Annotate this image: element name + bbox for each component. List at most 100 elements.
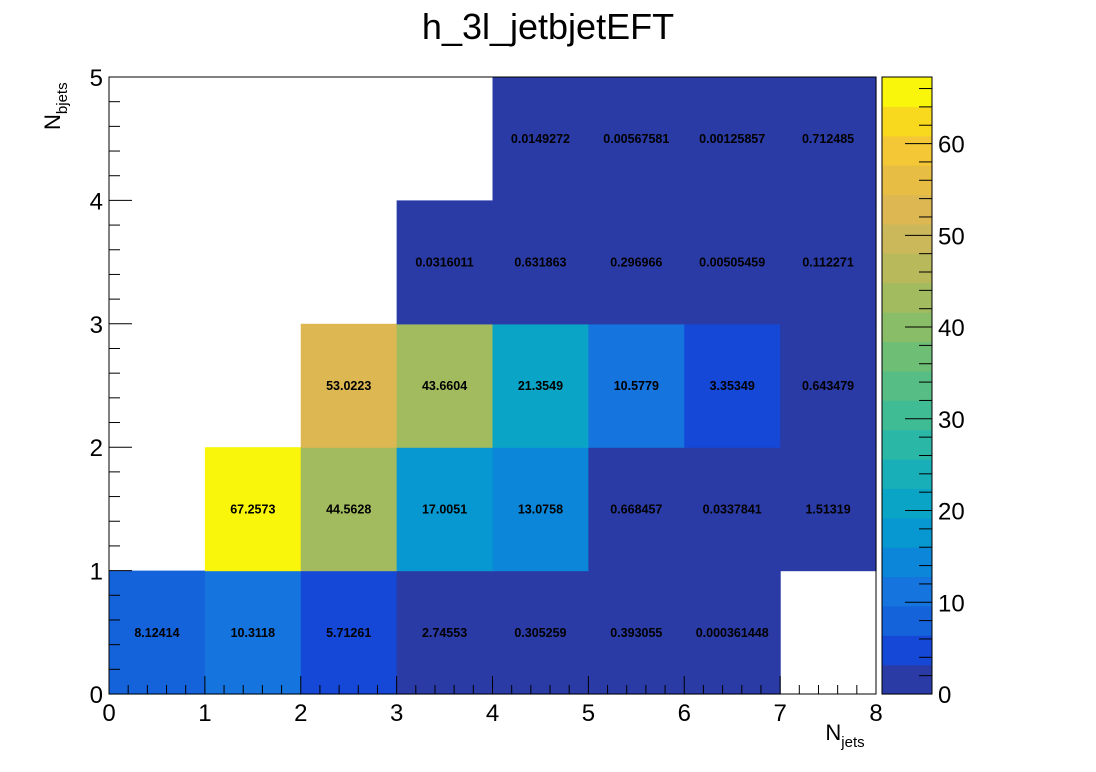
cell-value-label: 10.5779	[614, 379, 659, 393]
y-tick-label: 5	[90, 65, 103, 92]
heatmap-cell	[684, 447, 781, 572]
heatmap-cell	[300, 447, 398, 572]
heatmap-cells	[109, 77, 877, 695]
colorbar-frame	[881, 76, 933, 695]
heatmap-cell	[300, 323, 398, 448]
colorbar-tick-label: 50	[938, 223, 965, 250]
cell-value-label: 8.12414	[134, 626, 179, 640]
x-axis-label-sub: jets	[840, 734, 864, 751]
colorbar-segment	[882, 517, 932, 548]
colorbar-segment	[882, 77, 932, 107]
colorbar-tick-label: 30	[938, 407, 965, 434]
cell-value-label: 0.112271	[802, 256, 853, 270]
cell-value-label: 0.0337841	[703, 502, 762, 516]
heatmap-cell	[492, 570, 589, 695]
cell-value-label: 3.35349	[710, 379, 755, 393]
heatmap-cell	[588, 200, 685, 325]
cell-value-label: 0.668457	[610, 502, 662, 516]
heatmap-cell	[492, 77, 589, 201]
cell-value-label: 44.5628	[326, 502, 371, 516]
heatmap-cell	[684, 570, 781, 695]
heatmap-cell	[492, 323, 589, 448]
x-tick-label: 7	[773, 700, 786, 727]
cell-value-label: 13.0758	[518, 502, 563, 516]
colorbar-segment	[882, 282, 932, 313]
heatmap-cell	[492, 200, 589, 325]
cell-value-label: 0.631863	[514, 256, 566, 270]
colorbar-segment	[882, 576, 932, 607]
cell-value-labels: 8.12414 10.3118 5.71261 2.74553 0.305259 0.39…	[134, 132, 854, 640]
cell-value-label: 21.3549	[518, 379, 563, 393]
cell-value-label: 0.0316011	[415, 256, 473, 270]
heatmap-cell	[780, 77, 877, 201]
y-axis-label-sub: bjets	[54, 82, 71, 114]
colorbar-tick-label: 20	[938, 499, 965, 526]
cell-value-label: 0.00567581	[603, 132, 669, 146]
heatmap-cell	[780, 323, 877, 448]
heatmap-cell	[588, 447, 685, 572]
heatmap-cell	[684, 77, 781, 201]
colorbar-segment	[882, 341, 932, 372]
colorbar-segment	[882, 547, 932, 578]
x-tick-label: 3	[390, 700, 403, 727]
cell-value-label: 43.6604	[422, 379, 467, 393]
cell-value-label: 1.51319	[805, 502, 850, 516]
cell-value-label: 67.2573	[230, 502, 275, 516]
cell-value-label: 0.00125857	[699, 132, 765, 146]
x-tick-label: 2	[294, 700, 307, 727]
colorbar-segment	[882, 194, 932, 225]
chart-title: h_3l_jetbjetEFT	[421, 6, 675, 47]
heatmap-cell	[204, 447, 302, 572]
y-tick-label: 0	[90, 682, 103, 709]
heatmap-cell	[684, 323, 781, 448]
x-axis-label: Njets	[825, 720, 864, 751]
colorbar-segment	[882, 664, 932, 695]
cell-value-label: 0.712485	[802, 132, 854, 146]
axes: 0 1 2 3 4 5 6 7 8 0 1 2 3 4 5	[90, 65, 883, 727]
cell-value-label: 0.305259	[514, 626, 566, 640]
y-axis-label-main: N	[40, 114, 65, 130]
colorbar-segment	[882, 488, 932, 519]
colorbar-tick-label: 60	[938, 132, 965, 159]
colorbar-segment	[882, 370, 932, 401]
heatmap-cell	[396, 200, 494, 325]
x-tick-label: 4	[486, 700, 499, 727]
heatmap-cell	[109, 570, 206, 695]
cell-value-label: 0.0149272	[511, 132, 570, 146]
colorbar-segment	[882, 400, 932, 431]
colorbar-tick-label: 40	[938, 315, 965, 342]
x-tick-label: 8	[869, 700, 882, 727]
y-axis-label: Nbjets	[40, 82, 71, 130]
cell-value-label: 0.393055	[610, 626, 662, 640]
color-scale-bar: 0 10 20 30 40 50 60	[881, 76, 965, 709]
heatmap-cell	[300, 570, 398, 695]
cell-value-label: 0.000361448	[696, 626, 769, 640]
heatmap-cell	[396, 570, 494, 695]
colorbar-segment	[882, 429, 932, 460]
y-tick-label: 2	[90, 435, 103, 462]
colorbar-segment	[882, 135, 932, 166]
heatmap-cell	[780, 200, 877, 325]
colorbar-segment	[882, 253, 932, 284]
heatmap-cell	[588, 570, 685, 695]
heatmap-cell	[396, 447, 494, 572]
colorbar-segment	[882, 106, 932, 137]
cell-value-label: 10.3118	[231, 626, 276, 640]
cell-value-label: 17.0051	[422, 502, 467, 516]
heatmap-cell	[588, 77, 685, 201]
cell-value-label: 53.0223	[326, 379, 371, 393]
x-axis-label-main: N	[825, 720, 841, 745]
cell-value-label: 0.00505459	[699, 256, 765, 270]
colorbar-segment	[882, 223, 932, 254]
heatmap-cell	[684, 200, 781, 325]
cell-value-label: 2.74553	[422, 626, 467, 640]
y-tick-label: 4	[90, 188, 103, 215]
x-tick-label: 6	[678, 700, 691, 727]
heatmap-cell	[492, 447, 589, 572]
x-tick-label: 1	[198, 700, 211, 727]
heatmap-cell	[396, 323, 494, 448]
heatmap-cell	[588, 323, 685, 448]
cell-value-label: 0.643479	[802, 379, 854, 393]
heatmap-cell	[780, 447, 877, 572]
